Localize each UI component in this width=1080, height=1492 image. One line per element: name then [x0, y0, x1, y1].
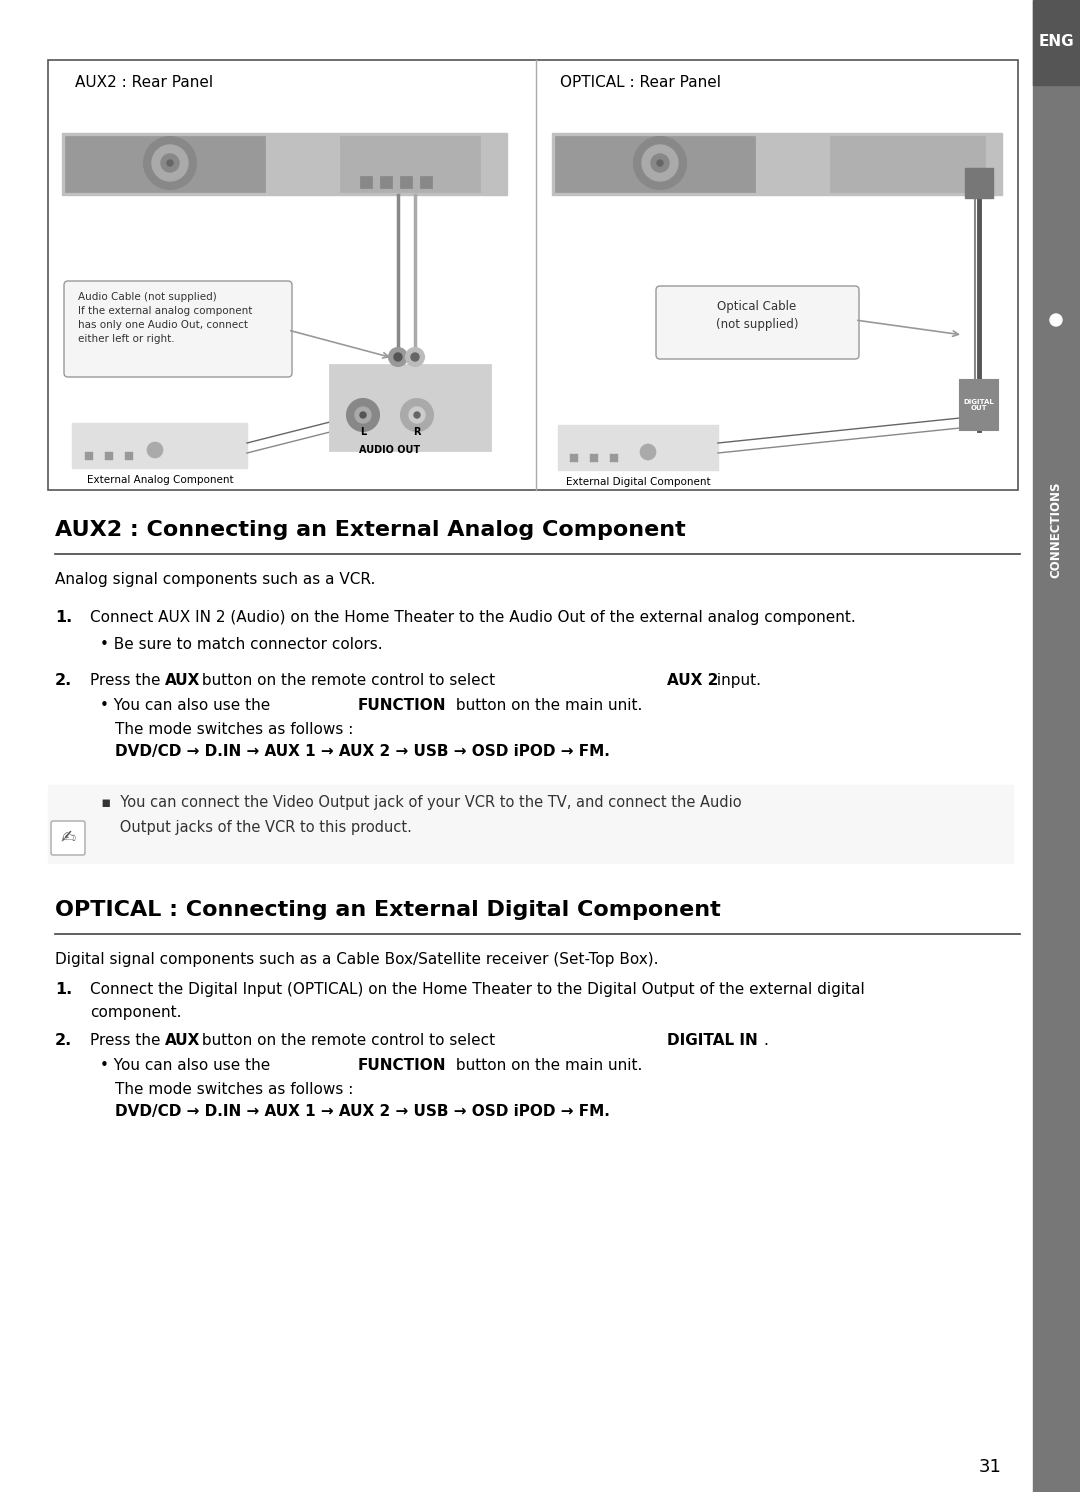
Circle shape	[167, 160, 173, 166]
Bar	[400, 176, 411, 188]
Circle shape	[347, 398, 379, 431]
Text: The mode switches as follows :: The mode switches as follows :	[114, 722, 353, 737]
Circle shape	[640, 445, 656, 460]
Bar	[420, 176, 432, 188]
Bar	[966, 169, 993, 198]
Circle shape	[144, 137, 195, 189]
Text: Press the: Press the	[90, 673, 165, 688]
Circle shape	[394, 354, 402, 361]
Text: AUX2 : Connecting an External Analog Component: AUX2 : Connecting an External Analog Com…	[55, 521, 686, 540]
Text: Connect AUX IN 2 (Audio) on the Home Theater to the Audio Out of the external an: Connect AUX IN 2 (Audio) on the Home The…	[90, 610, 855, 625]
Text: OPTICAL : Rear Panel: OPTICAL : Rear Panel	[561, 75, 721, 90]
Bar	[48, 785, 1013, 862]
Text: Digital signal components such as a Cable Box/Satellite receiver (Set-Top Box).: Digital signal components such as a Cabl…	[55, 952, 659, 967]
Bar	[552, 133, 1002, 195]
Bar	[380, 176, 392, 188]
Text: 1.: 1.	[55, 982, 72, 997]
Text: FUNCTION: FUNCTION	[357, 698, 446, 713]
Bar	[590, 454, 598, 463]
Text: • You can also use the: • You can also use the	[100, 698, 275, 713]
Text: CONNECTIONS: CONNECTIONS	[1050, 482, 1063, 579]
Text: AUX2 : Rear Panel: AUX2 : Rear Panel	[75, 75, 213, 90]
Circle shape	[657, 160, 663, 166]
Circle shape	[414, 412, 420, 418]
FancyBboxPatch shape	[656, 286, 859, 360]
Text: • You can also use the: • You can also use the	[100, 1058, 275, 1073]
Text: DVD/CD → D.IN → AUX 1 → AUX 2 → USB → OSD iPOD → FM.: DVD/CD → D.IN → AUX 1 → AUX 2 → USB → OS…	[114, 745, 610, 759]
Circle shape	[634, 137, 686, 189]
Bar	[960, 380, 998, 430]
Text: AUX: AUX	[165, 1032, 201, 1047]
Circle shape	[152, 145, 188, 181]
Bar	[1032, 0, 1080, 85]
Circle shape	[1050, 313, 1062, 325]
Text: Connect the Digital Input (OPTICAL) on the Home Theater to the Digital Output of: Connect the Digital Input (OPTICAL) on t…	[90, 982, 865, 997]
Text: Output jacks of the VCR to this product.: Output jacks of the VCR to this product.	[92, 821, 411, 836]
Bar	[831, 136, 985, 192]
Text: AUDIO OUT: AUDIO OUT	[360, 445, 420, 455]
Text: component.: component.	[90, 1006, 181, 1021]
Bar	[570, 454, 578, 463]
Text: DIGITAL IN: DIGITAL IN	[667, 1032, 758, 1047]
Text: ENG: ENG	[1038, 34, 1074, 49]
Circle shape	[409, 407, 426, 424]
Text: 1.: 1.	[55, 610, 72, 625]
Text: 2.: 2.	[55, 673, 72, 688]
Circle shape	[360, 412, 366, 418]
Text: AUX: AUX	[165, 673, 201, 688]
Text: ✍: ✍	[60, 828, 76, 846]
Bar	[72, 424, 247, 468]
FancyBboxPatch shape	[48, 60, 1018, 489]
Circle shape	[147, 442, 163, 458]
Text: • Be sure to match connector colors.: • Be sure to match connector colors.	[100, 637, 382, 652]
Bar	[105, 452, 113, 460]
Text: OPTICAL : Connecting an External Digital Component: OPTICAL : Connecting an External Digital…	[55, 900, 720, 921]
Bar	[340, 136, 480, 192]
Text: 2.: 2.	[55, 1032, 72, 1047]
Bar	[85, 452, 93, 460]
Bar	[360, 176, 372, 188]
Circle shape	[389, 348, 407, 366]
Text: button on the remote control to select: button on the remote control to select	[197, 1032, 500, 1047]
Text: .: .	[762, 1032, 768, 1047]
Text: External Analog Component: External Analog Component	[86, 474, 233, 485]
Bar	[610, 454, 618, 463]
Text: button on the main unit.: button on the main unit.	[451, 698, 643, 713]
Text: External Digital Component: External Digital Component	[566, 477, 711, 486]
Text: DIGITAL
OUT: DIGITAL OUT	[963, 398, 995, 412]
Text: DVD/CD → D.IN → AUX 1 → AUX 2 → USB → OSD iPOD → FM.: DVD/CD → D.IN → AUX 1 → AUX 2 → USB → OS…	[114, 1104, 610, 1119]
Text: input.: input.	[712, 673, 761, 688]
Circle shape	[411, 354, 419, 361]
Circle shape	[161, 154, 179, 172]
Bar	[62, 133, 507, 195]
Text: AUX 2: AUX 2	[667, 673, 718, 688]
Circle shape	[401, 398, 433, 431]
Text: The mode switches as follows :: The mode switches as follows :	[114, 1082, 353, 1097]
Text: Analog signal components such as a VCR.: Analog signal components such as a VCR.	[55, 571, 376, 586]
Circle shape	[642, 145, 678, 181]
Bar	[65, 136, 265, 192]
Bar	[558, 425, 718, 470]
Text: Audio Cable (not supplied)
If the external analog component
has only one Audio O: Audio Cable (not supplied) If the extern…	[78, 292, 253, 345]
Bar	[330, 366, 490, 451]
Text: Optical Cable
(not supplied): Optical Cable (not supplied)	[716, 300, 798, 331]
Text: ▪  You can connect the Video Output jack of your VCR to the TV, and connect the : ▪ You can connect the Video Output jack …	[92, 795, 742, 810]
Bar	[125, 452, 133, 460]
FancyBboxPatch shape	[64, 280, 292, 377]
Text: R: R	[414, 427, 421, 437]
Bar	[1032, 0, 1080, 1492]
Text: button on the remote control to select: button on the remote control to select	[197, 673, 500, 688]
Text: 31: 31	[978, 1458, 1001, 1476]
Text: Press the: Press the	[90, 1032, 165, 1047]
Circle shape	[651, 154, 669, 172]
Text: L: L	[360, 427, 366, 437]
FancyBboxPatch shape	[51, 821, 85, 855]
Circle shape	[406, 348, 424, 366]
Text: button on the main unit.: button on the main unit.	[451, 1058, 643, 1073]
Circle shape	[355, 407, 372, 424]
Bar	[555, 136, 755, 192]
Text: FUNCTION: FUNCTION	[357, 1058, 446, 1073]
